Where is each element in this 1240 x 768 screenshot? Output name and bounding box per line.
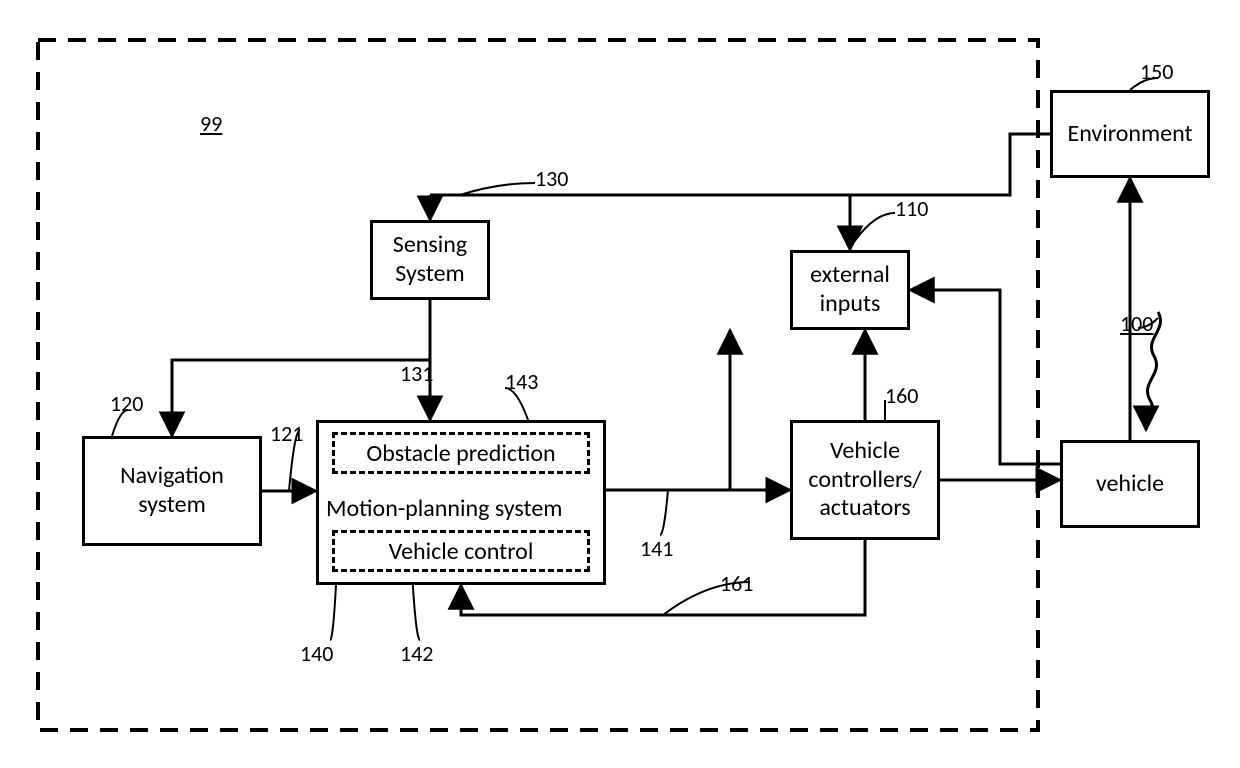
node-vehicle-controllers: Vehiclecontrollers/actuators (790, 420, 940, 540)
ref-140: 140 (300, 640, 333, 667)
node-external-inputs: externalinputs (790, 250, 910, 330)
node-sensing-system: SensingSystem (370, 220, 490, 300)
ref-150: 150 (1140, 58, 1173, 85)
label: Environment (1067, 120, 1192, 149)
ref-161: 161 (720, 570, 753, 597)
label: SensingSystem (393, 231, 467, 289)
label-motion-planning: Motion-planning system (326, 494, 562, 523)
node-vehicle-control: Vehicle control (332, 530, 590, 572)
ref-100: 100 (1120, 310, 1153, 337)
label: Vehiclecontrollers/actuators (808, 437, 921, 523)
node-navigation-system: Navigationsystem (82, 436, 262, 546)
node-vehicle: vehicle (1060, 440, 1200, 528)
node-environment: Environment (1050, 90, 1210, 178)
label: Vehicle control (389, 537, 534, 566)
ref-99: 99 (200, 110, 222, 137)
ref-160: 160 (885, 382, 918, 409)
ref-131: 131 (400, 360, 433, 387)
node-obstacle-prediction: Obstacle prediction (332, 432, 590, 474)
label: Navigationsystem (120, 462, 224, 520)
ref-142: 142 (400, 640, 433, 667)
ref-143: 143 (505, 368, 538, 395)
label: vehicle (1096, 470, 1164, 499)
ref-141: 141 (640, 535, 673, 562)
label: Obstacle prediction (366, 439, 555, 468)
ref-120: 120 (110, 390, 143, 417)
label: externalinputs (810, 261, 890, 319)
ref-130: 130 (535, 165, 568, 192)
edge-env-to-bus (430, 134, 1050, 195)
ref-121: 121 (270, 420, 303, 447)
ref-110: 110 (895, 195, 928, 222)
